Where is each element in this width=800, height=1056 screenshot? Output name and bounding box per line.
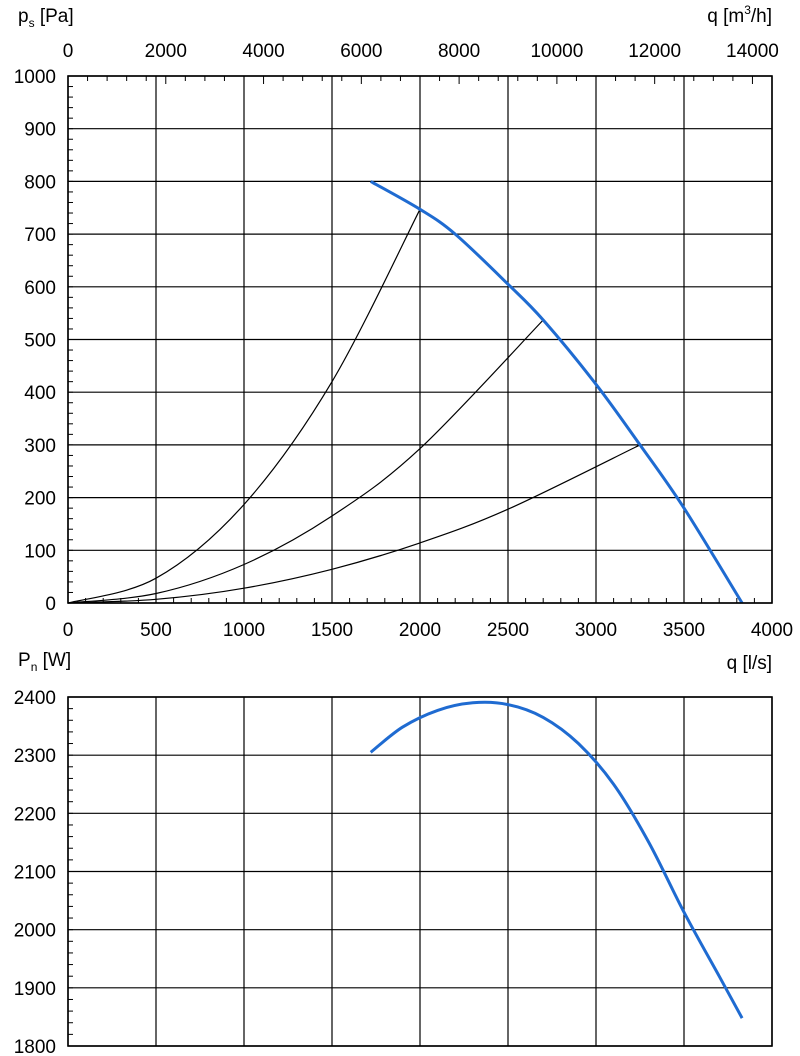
flow-m3h-tick-label: 4000 [242,41,284,62]
power-y-tick-label: 2000 [14,921,56,942]
power-y-tick-label: 1800 [14,1037,56,1056]
power-plot-frame [67,696,773,1047]
pressure-y-tick-label: 200 [24,489,56,510]
system-curve-line [67,319,544,604]
pressure-y-tick-label: 1000 [14,67,56,88]
pressure-y-tick-label: 100 [24,541,56,562]
flow-m3h-tick-label: 6000 [340,41,382,62]
flow-ls-tick-label: 2500 [487,620,529,641]
power-chart: 1800 1900 2000 2100 2200 2300 2400 Pn [W] [14,650,773,1056]
flow-m3h-tick-label: 8000 [438,41,480,62]
pressure-y-tick-label: 700 [24,225,56,246]
system-curves [67,209,641,604]
flow-ls-tick-label: 3500 [663,620,705,641]
flow-ls-tick-label: 1000 [223,620,265,641]
flow-ls-tick-label: 4000 [751,620,793,641]
power-y-tick-label: 2100 [14,863,56,884]
pressure-y-tick-label: 900 [24,120,56,141]
power-y-tick-label: 2200 [14,804,56,825]
flow-m3h-tick-label: 14000 [726,41,779,62]
power-y-tick-label: 1900 [14,979,56,1000]
system-curve-line [67,444,641,604]
system-curve-line [67,209,421,604]
flow-m3h-tick-label: 2000 [145,41,187,62]
flow-ls-tick-label: 2000 [399,620,441,641]
power-y-tick-label: 2300 [14,746,56,767]
flow-ls-axis-title: q [l/s] [727,653,772,674]
flow-ls-tick-labels: 0 500 1000 1500 2000 2500 3000 3500 4000 [63,620,793,641]
power-grid [67,696,773,1047]
pressure-y-tick-label: 400 [24,383,56,404]
pressure-y-tick-label: 800 [24,172,56,193]
pressure-plot-frame [67,75,773,604]
flow-ls-tick-label: 0 [63,620,74,641]
power-axis-title: Pn [W] [18,650,71,674]
pressure-curve [369,180,744,604]
pressure-axis-title: ps [Pa] [18,6,74,30]
pressure-chart: 0 100 200 300 400 500 600 700 800 900 1000 0 500 100… [14,3,793,674]
pressure-y-tick-label: 500 [24,331,56,352]
flow-m3h-axis-title: q [m3/h] [707,3,772,27]
power-curve [369,700,744,1019]
power-y-tick-label: 2400 [14,688,56,709]
flow-ls-tick-label: 500 [140,620,172,641]
flow-ls-tick-label: 1500 [311,620,353,641]
flow-m3h-tick-label: 12000 [628,41,681,62]
pressure-y-tick-label: 0 [45,594,56,615]
flow-m3h-tick-labels: 0 2000 4000 6000 8000 10000 12000 14000 [63,41,779,62]
pressure-grid [67,75,773,604]
power-minor-ticks [68,696,73,1047]
power-y-tick-labels: 1800 1900 2000 2100 2200 2300 2400 [14,688,56,1056]
flow-m3h-tick-label: 10000 [530,41,583,62]
flow-ls-tick-label: 3000 [575,620,617,641]
pressure-y-tick-label: 600 [24,278,56,299]
flow-m3h-tick-label: 0 [63,41,74,62]
pressure-y-tick-labels: 0 100 200 300 400 500 600 700 800 900 1000 [14,67,56,615]
pressure-y-tick-label: 300 [24,436,56,457]
